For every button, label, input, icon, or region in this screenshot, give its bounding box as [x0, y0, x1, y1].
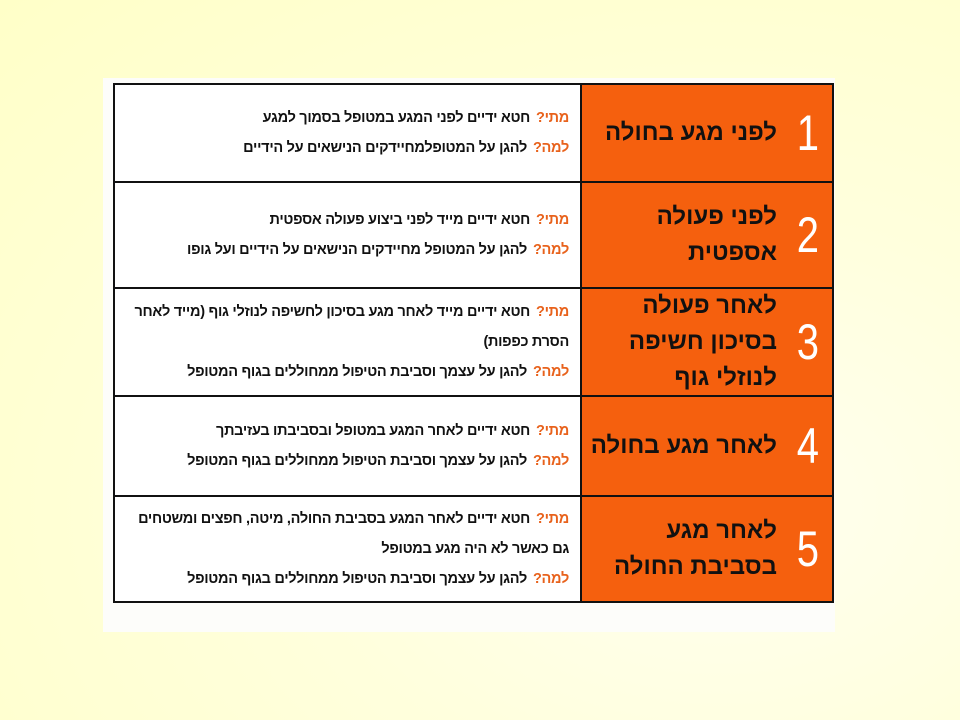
moment-number-text: 2 [796, 207, 820, 263]
why-text: להגן על עצמך וסביבת הטיפול ממחוללים בגוף… [187, 571, 527, 587]
when-line: מתי? חטא ידיים לאחר המגע במטופל ובסביבתו … [123, 416, 569, 446]
why-line: למה? להגן על המטופל מחיידקים הנישאים על ה… [123, 235, 569, 265]
why-line: למה? להגן על עצמך וסביבת הטיפול ממחוללים … [123, 564, 569, 594]
why-label: למה? [533, 571, 569, 587]
moment-header: 5 לאחר מגע בסביבת החולה [580, 495, 834, 603]
why-line: למה? להגן על עצמך וסביבת הטיפול ממחוללים … [123, 357, 569, 387]
when-line: מתי?חטא ידיים לאחר המגע בסביבת החולה, מי… [123, 504, 569, 564]
moment-title: לאחר פעולה בסיכון חשיפה לנוזלי גוף [628, 292, 777, 391]
when-label: מתי? [536, 212, 569, 228]
moment-details: מתי? חטא ידיים מייד לפני ביצוע פעולה אספט… [113, 181, 582, 289]
hand-hygiene-table: 1 לפני מגע בחולה מתי? חטא ידיים לפני המגע… [113, 83, 834, 603]
when-line: מתי? חטא ידיים לפני המגע במטופל בסמוך למג… [123, 103, 570, 133]
why-text: להגן על עצמך וסביבת הטיפול ממחוללים בגוף… [187, 453, 527, 469]
moment-header: 4 לאחר מגע בחולה [580, 395, 834, 497]
when-text: חטא ידיים לאחר המגע בסביבת החולה, מיטה, … [138, 511, 569, 557]
when-line: מתי?חטא ידיים מייד לאחר מגע בסיכון לחשיפ… [123, 297, 570, 357]
moment-title: לאחר מגע בסביבת החולה [614, 517, 777, 580]
table-row: 4 לאחר מגע בחולה מתי? חטא ידיים לאחר המגע… [113, 395, 834, 497]
moment-number-text: 4 [796, 418, 820, 474]
when-label: מתי? [536, 110, 569, 126]
when-text: חטא ידיים מייד לאחר מגע בסיכון לחשיפה לנ… [134, 304, 570, 350]
moment-number: 4 [794, 417, 822, 475]
moment-title: לאחר מגע בחולה [590, 432, 777, 459]
when-label: מתי? [536, 511, 569, 527]
moment-details: מתי? חטא ידיים לפני המגע במטופל בסמוך למג… [113, 83, 582, 183]
table-row: 2 לפני פעולה אספטית מתי? חטא ידיים מייד ל… [113, 181, 834, 289]
table-row: 3 לאחר פעולה בסיכון חשיפה לנוזלי גוף מתי… [113, 287, 834, 397]
table-row: 1 לפני מגע בחולה מתי? חטא ידיים לפני המגע… [113, 83, 834, 183]
why-label: למה? [533, 242, 569, 258]
moment-details: מתי?חטא ידיים מייד לאחר מגע בסיכון לחשיפ… [113, 287, 582, 397]
when-line: מתי? חטא ידיים מייד לפני ביצוע פעולה אספט… [123, 205, 570, 235]
when-text: חטא ידיים לפני המגע במטופל בסמוך למגע [262, 110, 531, 126]
why-line: למה? להגן על עצמך וסביבת הטיפול ממחוללים … [123, 446, 569, 476]
why-label: למה? [533, 140, 569, 156]
moment-header: 1 לפני מגע בחולה [580, 83, 834, 183]
moment-number: 2 [794, 206, 822, 264]
when-label: מתי? [536, 304, 569, 320]
when-label: מתי? [536, 423, 569, 439]
moment-header: 2 לפני פעולה אספטית [580, 181, 834, 289]
moment-details: מתי?חטא ידיים לאחר המגע בסביבת החולה, מי… [113, 495, 582, 603]
why-line: למה? להגן על המטופלמחיידקים הנישאים על הי… [123, 133, 569, 163]
when-text: חטא ידיים מייד לפני ביצוע פעולה אספטית [269, 212, 531, 228]
moment-number: 5 [794, 520, 822, 578]
why-label: למה? [533, 453, 569, 469]
moment-header: 3 לאחר פעולה בסיכון חשיפה לנוזלי גוף [580, 287, 834, 397]
table-row: 5 לאחר מגע בסביבת החולה מתי?חטא ידיים לא… [113, 495, 834, 603]
moment-number: 3 [794, 313, 822, 371]
moment-number-text: 3 [796, 314, 820, 370]
when-text: חטא ידיים לאחר המגע במטופל ובסביבתו בעזי… [216, 423, 531, 439]
moment-title: לפני פעולה אספטית [656, 203, 777, 266]
moment-details: מתי? חטא ידיים לאחר המגע במטופל ובסביבתו … [113, 395, 582, 497]
moment-number-text: 1 [796, 105, 820, 161]
why-text: להגן על המטופלמחיידקים הנישאים על הידיים [243, 140, 527, 156]
moment-title: לפני מגע בחולה [605, 119, 777, 146]
moment-number-text: 5 [796, 521, 820, 577]
why-text: להגן על עצמך וסביבת הטיפול ממחוללים בגוף… [187, 364, 527, 380]
why-text: להגן על המטופל מחיידקים הנישאים על הידיי… [187, 242, 527, 258]
why-label: למה? [533, 364, 569, 380]
moment-number: 1 [794, 104, 822, 162]
